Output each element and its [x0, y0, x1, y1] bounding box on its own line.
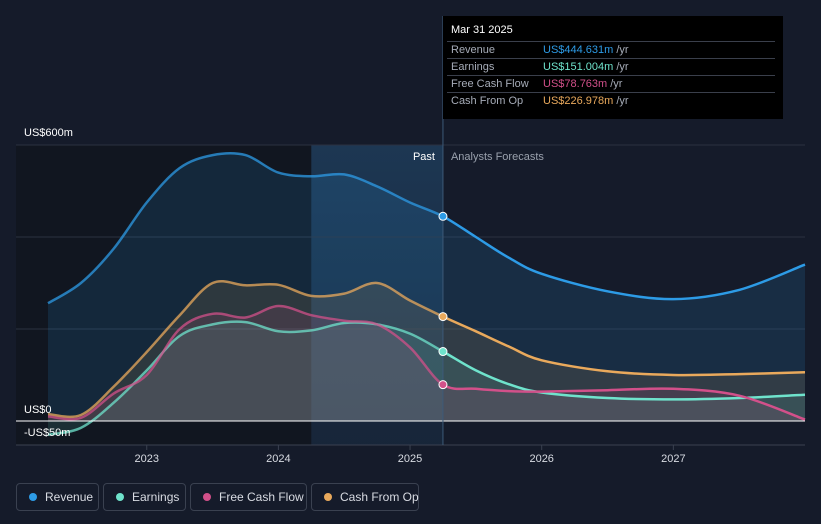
tooltip-label: Revenue	[451, 44, 496, 56]
y-tick-label: -US$50m	[24, 427, 70, 439]
y-tick-label: US$600m	[24, 127, 73, 139]
area-free-cash-flow	[48, 305, 805, 421]
tooltip-value: US$226.978m/yr	[543, 95, 629, 107]
y-tick-label: US$0	[24, 404, 52, 416]
legend-label: Cash From Op	[340, 490, 419, 504]
x-tick-label: 2025	[398, 453, 422, 465]
area-revenue	[48, 153, 805, 422]
line-earnings-forecast	[442, 350, 806, 401]
legend-item-revenue[interactable]: Revenue	[16, 483, 99, 511]
legend-dot-icon	[29, 493, 37, 501]
line-cash-from-op-past	[47, 279, 443, 419]
line-cash-from-op-forecast	[442, 315, 806, 377]
tooltip-row-cfo: Cash From Op US$226.978m/yr	[447, 92, 775, 110]
legend-dot-icon	[116, 493, 124, 501]
legend-label: Earnings	[132, 490, 180, 504]
legend-label: Free Cash Flow	[219, 490, 304, 504]
tooltip-row-revenue: Revenue US$444.631m/yr	[447, 41, 775, 59]
tooltip-date: Mar 31 2025	[451, 24, 513, 36]
area-earnings	[48, 321, 805, 435]
line-revenue-forecast	[442, 214, 806, 301]
tooltip-value: US$444.631m/yr	[543, 44, 629, 56]
legend-label: Revenue	[45, 490, 94, 504]
tooltip-value: US$78.763m/yr	[543, 78, 623, 90]
marker-cash-from-op	[438, 312, 448, 322]
x-tick-label: 2024	[266, 453, 290, 465]
tooltip-label: Free Cash Flow	[451, 78, 529, 90]
x-tick-label: 2027	[661, 453, 685, 465]
line-free-cash-flow-forecast	[442, 383, 806, 421]
line-revenue-past	[47, 151, 443, 305]
x-tick-label: 2026	[529, 453, 553, 465]
marker-revenue	[438, 211, 448, 221]
marker-free-cash-flow	[438, 380, 448, 390]
legend-dot-icon	[203, 493, 211, 501]
forecast-label: Analysts Forecasts	[451, 151, 544, 163]
legend-item-earnings[interactable]: Earnings	[103, 483, 186, 511]
tooltip: Mar 31 2025 Revenue US$444.631m/yr Earni…	[443, 16, 783, 119]
line-free-cash-flow-past	[47, 304, 443, 421]
tooltip-value: US$151.004m/yr	[543, 61, 629, 73]
tooltip-label: Cash From Op	[451, 95, 524, 107]
legend-item-free-cash-flow[interactable]: Free Cash Flow	[190, 483, 307, 511]
marker-earnings	[438, 347, 448, 357]
tooltip-label: Earnings	[451, 61, 495, 73]
tooltip-row-earnings: Earnings US$151.004m/yr	[447, 58, 775, 76]
legend-dot-icon	[324, 493, 332, 501]
x-tick-label: 2023	[134, 453, 158, 465]
legend-item-cash-from-op[interactable]: Cash From Op	[311, 483, 419, 511]
tooltip-row-fcf: Free Cash Flow US$78.763m/yr	[447, 75, 775, 93]
past-label: Past	[413, 151, 435, 163]
